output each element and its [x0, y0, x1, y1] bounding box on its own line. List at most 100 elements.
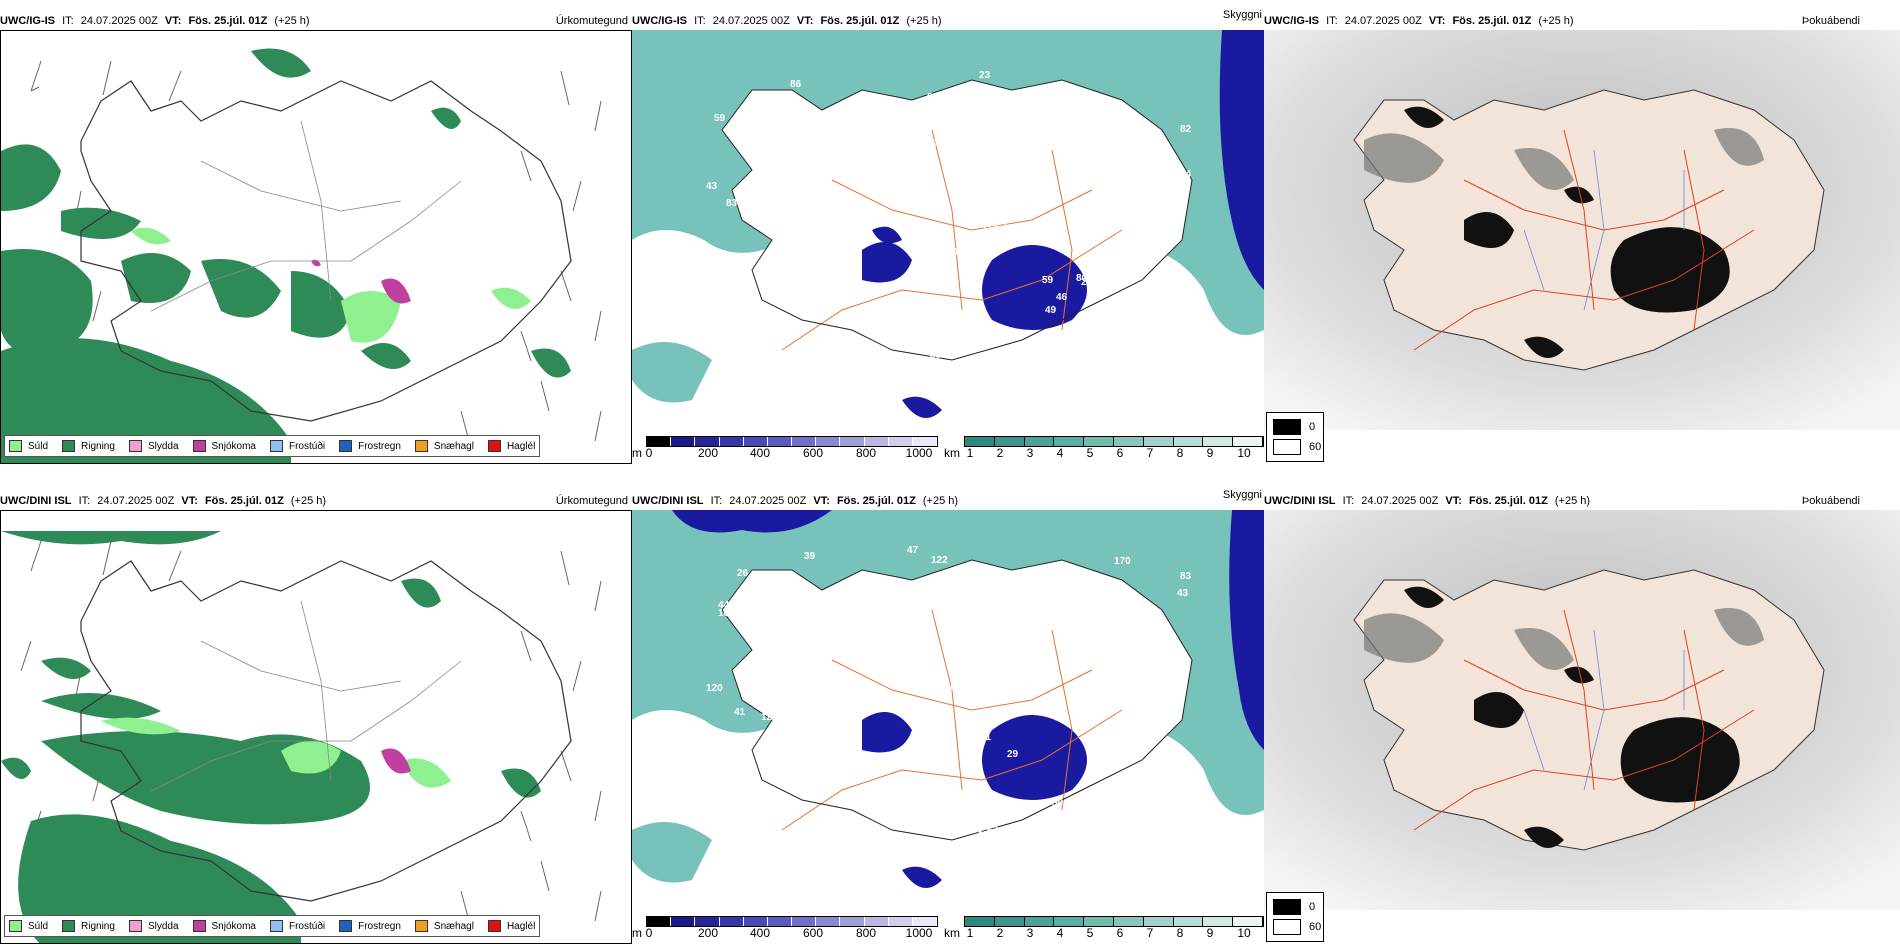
height-tick: 200: [697, 926, 719, 940]
visibility-value-label: 304: [760, 143, 777, 154]
visibility-value-label: 39: [807, 787, 819, 798]
fog-title: Þokuábendi: [1801, 495, 1860, 507]
visibility-value-label: 104: [837, 315, 854, 326]
visibility-title: Skyggni: [1222, 9, 1262, 21]
visibility-value-label: 86: [790, 79, 802, 90]
height-colorbar-segment: [888, 437, 913, 446]
visibility-value-label: 44: [718, 600, 730, 611]
precip-map-svg: [1, 531, 602, 943]
height-colorbar-segment: [647, 437, 672, 446]
visibility-value-label: 15: [1074, 106, 1086, 117]
precip-title: Úrkomutegund: [555, 495, 628, 507]
model-name: UWC/DINI ISL: [1264, 495, 1336, 507]
visibility-value-label: 118: [982, 223, 999, 234]
roads-orange: [781, 129, 1123, 351]
height-tick: 800: [855, 446, 877, 460]
fog-legend-dark-label: 0: [1309, 901, 1316, 913]
visibility-tick: 8: [1176, 926, 1184, 940]
fog-rivers: [1523, 149, 1685, 311]
visibility-value-label: 43: [812, 834, 824, 845]
visibility-value-label: 67: [878, 178, 890, 189]
panel-title: UWC/DINI ISL IT: 24.07.2025 00Z VT: Fös.…: [1264, 492, 1590, 510]
coastline: [721, 559, 1193, 841]
panel-title: UWC/DINI ISL IT: 24.07.2025 00Z VT: Fös.…: [0, 492, 326, 510]
height-tick: 600: [802, 926, 824, 940]
fog-dark-areas: [1404, 586, 1740, 848]
visibility-value-label: 126: [1165, 346, 1182, 357]
fog-legend-row-light: 60: [1273, 919, 1321, 935]
visibility-value-label: 50: [1052, 798, 1064, 809]
legend-label: Frostúði: [288, 920, 326, 932]
precip-map[interactable]: [0, 510, 632, 944]
height-colorbar-segment: [792, 917, 817, 926]
visibility-tick: 7: [1146, 446, 1154, 460]
legend-item-snjokoma: Snjókoma: [192, 920, 256, 932]
height-colorbar-segment: [695, 437, 720, 446]
fog-map[interactable]: [1264, 510, 1900, 910]
height-tick: 0: [645, 446, 653, 460]
visibility-colorbar: km 1 2 3 4 5 6 7 8 9 10: [944, 916, 1264, 942]
visibility-value-label: 33: [834, 849, 846, 860]
height-colorbar-segment: [719, 437, 744, 446]
visibility-value-label: 83: [1180, 571, 1192, 582]
legend-item-rigning: Rigning: [62, 920, 115, 932]
it-label: IT:: [694, 15, 706, 27]
lead-time: (+25 h): [906, 15, 942, 27]
north-low-cloud: [672, 510, 832, 533]
east-low-cloud: [1219, 30, 1264, 290]
precip-panel-row2: UWC/DINI ISL IT: 24.07.2025 00Z VT: Fös.…: [0, 492, 632, 944]
legend-item-frostudi: Frostúði: [269, 440, 325, 452]
interior-low-cloud: [862, 712, 1087, 888]
lead-time: (+25 h): [1554, 495, 1591, 507]
legend-label: Haglél: [506, 440, 536, 452]
precip-legend: Súld Rigning Slydda Snjókoma Frostúði Fr…: [4, 435, 541, 457]
visibility-value-label: 108: [945, 682, 962, 693]
visibility-colorbar-bar: [964, 436, 1264, 447]
visibility-tick: 1: [966, 446, 974, 460]
legend-label: Súld: [28, 920, 49, 932]
visibility-value-label: 213: [848, 853, 865, 864]
visibility-value-label: 34: [996, 217, 1008, 228]
visibility-value-label: 50: [800, 614, 812, 625]
visibility-tick: 10: [1237, 446, 1251, 460]
visibility-unit: km: [944, 446, 960, 460]
visibility-tick: 2: [996, 446, 1004, 460]
visibility-value-label: 34: [1180, 169, 1192, 180]
fog-map[interactable]: [1264, 30, 1900, 430]
height-colorbar-segment: [743, 437, 768, 446]
visibility-value-label: 27: [775, 854, 787, 865]
visibility-value-label: 23: [979, 70, 991, 81]
visibility-value-label: 102: [718, 608, 735, 619]
visibility-tick: 7: [1146, 926, 1154, 940]
east-low-cloud: [1229, 510, 1264, 750]
height-tick: 800: [855, 926, 877, 940]
fog-map-svg: [1264, 30, 1900, 430]
visibility-colorbar-segment: [1054, 437, 1085, 446]
legend-label: Frostregn: [358, 440, 401, 452]
visibility-map[interactable]: 120 122 81 83 44 48 120 79 91 170 108 80 47 102 50 39 63…: [632, 510, 1264, 920]
roads-orange: [781, 609, 1123, 831]
visibility-map[interactable]: 168 304 166 93 95 87 73 82 89 118 86 65 143 82 81 79 116…: [632, 30, 1264, 440]
fog-legend-light-box: [1273, 439, 1301, 455]
vt-label: VT:: [181, 495, 198, 507]
visibility-value-label: 20: [1081, 277, 1093, 288]
visibility-value-label: 59: [1042, 275, 1054, 286]
lead-time: (+25 h): [922, 495, 959, 507]
fog-legend: 0 60: [1266, 892, 1324, 942]
legend-label: Haglél: [506, 920, 536, 932]
legend-item-haglel: Haglél: [487, 920, 536, 932]
height-tick: 1000: [905, 926, 933, 940]
visibility-colorbar-segment: [1173, 437, 1204, 446]
visibility-colorbar-segment: [1203, 437, 1234, 446]
precip-map[interactable]: [0, 30, 632, 464]
legend-label: Slydda: [147, 440, 179, 452]
legend-label: Snæhagl: [433, 920, 474, 932]
lead-time: (+25 h): [1538, 15, 1574, 27]
visibility-value-label: 80: [1084, 738, 1096, 749]
vt-value: Fös. 25.júl. 01Z: [820, 15, 900, 27]
height-colorbar-segment: [840, 437, 865, 446]
visibility-value-label: 43: [937, 140, 949, 151]
legend-item-snaehagl: Snæhagl: [414, 920, 474, 932]
precip-panel-row1: UWC/IG-IS IT: 24.07.2025 00Z VT: Fös. 25…: [0, 12, 632, 464]
vt-value: Fös. 25.júl. 01Z: [204, 495, 284, 507]
